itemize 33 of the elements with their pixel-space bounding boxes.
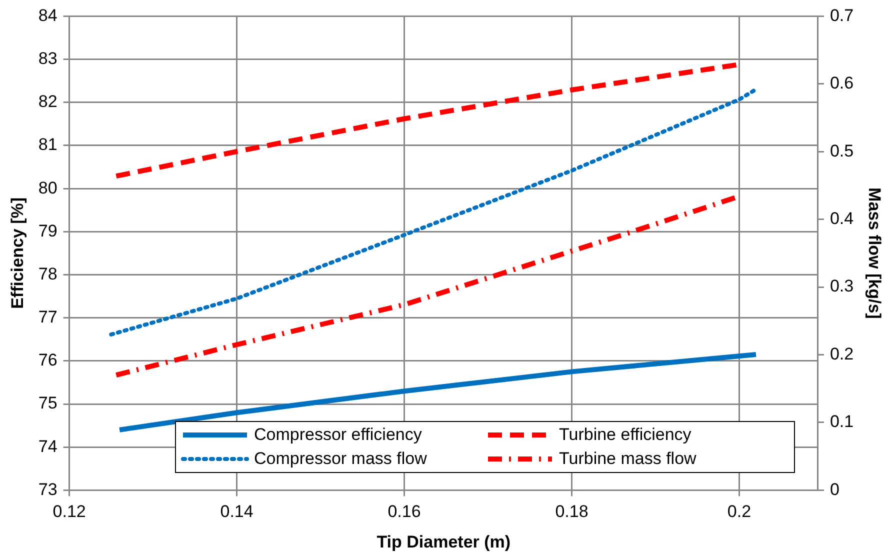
y-tick-label: 77 [38, 308, 58, 327]
x-tick-label: 0.12 [52, 502, 86, 522]
legend-label: Compressor efficiency [254, 425, 422, 445]
line-series [109, 87, 758, 336]
y2-tick-label: 0.4 [830, 209, 854, 228]
y-tick-label: 78 [38, 264, 58, 284]
legend-label: Compressor mass flow [254, 449, 427, 469]
x-tick-label: 0.14 [220, 502, 254, 522]
y-tick-label: 82 [38, 92, 58, 112]
y2-tick-label: 0.7 [830, 6, 854, 25]
y-tick-label: 81 [38, 135, 58, 154]
y2-tick-label: 0.2 [830, 344, 854, 364]
y-axis-title: Efficiency [%] [8, 197, 27, 309]
y2-tick-label: 0.6 [830, 74, 854, 93]
x-tick-label: 0.18 [555, 502, 588, 522]
y2-axis-title: Mass flow [kg/s] [865, 188, 884, 319]
y-tick-label: 76 [38, 350, 58, 370]
y-tick-label: 79 [38, 221, 58, 240]
y-tick-label: 74 [38, 436, 58, 456]
y-tick-label: 75 [38, 394, 58, 413]
y-tick-label: 73 [38, 480, 58, 499]
legend-label: Turbine efficiency [559, 425, 692, 445]
y-tick-label: 80 [38, 178, 58, 198]
y-tick-label: 83 [38, 48, 58, 68]
x-tick-label: 0.16 [388, 502, 421, 522]
y2-tick-label: 0 [830, 480, 840, 499]
x-tick-label: 0.2 [727, 502, 752, 522]
legend-label: Turbine mass flow [559, 449, 696, 469]
y2-tick-label: 0.3 [830, 276, 854, 296]
y2-tick-label: 0.1 [830, 412, 854, 432]
y2-tick-label: 0.5 [830, 141, 854, 160]
x-axis-title: Tip Diameter (m) [376, 532, 511, 552]
y-tick-label: 84 [38, 6, 58, 25]
